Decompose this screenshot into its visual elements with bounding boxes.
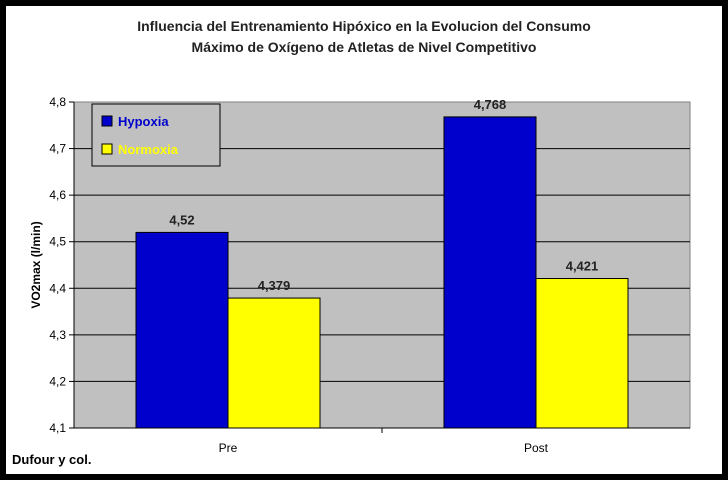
y-tick-label: 4,4 bbox=[49, 281, 66, 295]
x-tick-label: Pre bbox=[219, 441, 238, 455]
y-tick-label: 4,7 bbox=[49, 142, 66, 156]
legend-box bbox=[91, 103, 221, 167]
bar-normoxia-pre bbox=[227, 297, 321, 429]
y-tick-label: 4,8 bbox=[49, 95, 66, 109]
bar-hypoxia-pre bbox=[135, 231, 229, 429]
y-tick-label: 4,1 bbox=[49, 421, 66, 435]
source-note: Dufour y col. bbox=[12, 452, 92, 467]
y-tick-label: 4,2 bbox=[49, 374, 66, 388]
y-axis-title: VO2max (l/min) bbox=[29, 221, 43, 308]
bar-normoxia-post bbox=[535, 278, 629, 429]
y-tick-label: 4,6 bbox=[49, 188, 66, 202]
chart-title-line-2: Máximo de Oxígeno de Atletas de Nivel Co… bbox=[191, 39, 537, 55]
chart-title: Influencia del Entrenamiento Hipóxico en… bbox=[6, 16, 722, 58]
legend-label-normoxia: Normoxia bbox=[118, 142, 179, 157]
legend-swatch-hypoxia bbox=[101, 115, 113, 127]
data-label: 4,52 bbox=[169, 212, 194, 227]
bar-hypoxia-post bbox=[443, 116, 537, 429]
data-label: 4,768 bbox=[474, 97, 507, 112]
legend-label-hypoxia: Hypoxia bbox=[118, 114, 169, 129]
data-label: 4,421 bbox=[566, 259, 599, 274]
data-label: 4,379 bbox=[258, 278, 291, 293]
y-tick-label: 4,3 bbox=[49, 328, 66, 342]
y-tick-label: 4,5 bbox=[49, 235, 66, 249]
legend-swatch-normoxia bbox=[101, 143, 113, 155]
x-tick-label: Post bbox=[524, 441, 549, 455]
chart-title-line-1: Influencia del Entrenamiento Hipóxico en… bbox=[137, 18, 591, 34]
